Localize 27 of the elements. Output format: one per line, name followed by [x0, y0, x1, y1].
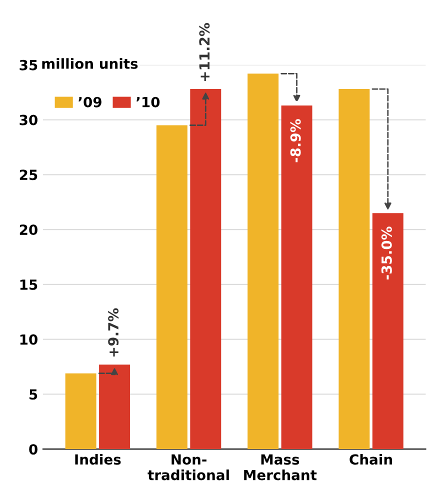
x-tick-label: Indies — [75, 454, 121, 465]
x-tick-label: Non- traditional — [148, 454, 229, 480]
legend-label: ’10 — [136, 96, 160, 108]
annotation: +9.7% — [108, 308, 119, 357]
annotation: -35.0% — [381, 226, 392, 280]
x-tick-label: Mass Merchant — [244, 454, 317, 480]
y-tick-label: 10 — [20, 334, 38, 345]
y-tick-label: 35 — [20, 60, 38, 70]
legend-label: ’09 — [78, 96, 102, 108]
y-axis-title: million units — [42, 58, 138, 69]
annotation: -8.9% — [290, 119, 301, 162]
bar — [156, 125, 188, 450]
x-tick-label: Chain — [350, 454, 392, 465]
bar — [248, 74, 279, 450]
y-tick-label: 25 — [20, 170, 38, 180]
bar — [338, 89, 370, 450]
bar — [372, 213, 404, 450]
bar — [99, 364, 130, 450]
bar — [190, 89, 222, 450]
y-tick-label: 5 — [30, 389, 38, 400]
y-tick-label: 30 — [20, 114, 38, 126]
bar — [281, 105, 312, 450]
y-tick-label: 0 — [29, 444, 38, 455]
y-tick-label: 15 — [20, 280, 38, 290]
y-tick-label: 20 — [20, 224, 38, 236]
annotation: +11.2% — [199, 23, 210, 81]
bar — [65, 373, 96, 450]
